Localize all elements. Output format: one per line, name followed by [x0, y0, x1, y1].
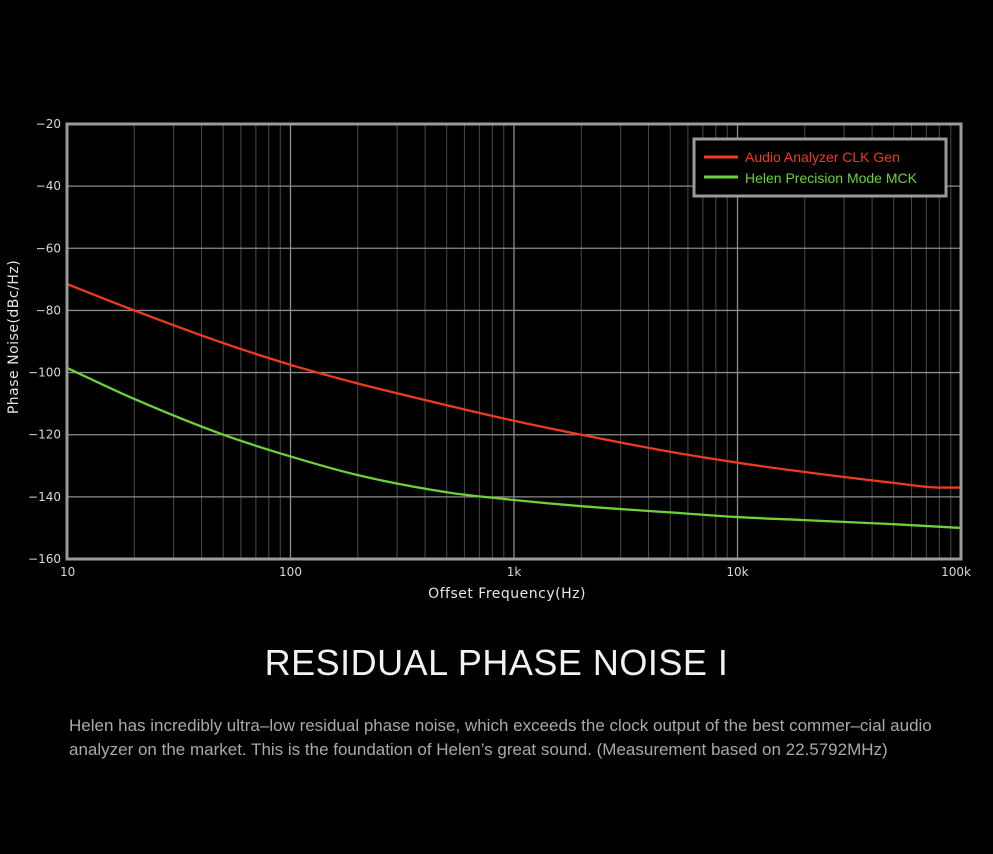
- x-tick-label: 1k: [507, 565, 522, 579]
- x-tick-label: 10: [60, 565, 75, 579]
- y-tick-label: −100: [28, 366, 61, 380]
- y-tick-label: −60: [36, 241, 61, 255]
- y-tick-label: −160: [28, 552, 61, 566]
- legend-box: [692, 137, 948, 198]
- y-tick-label: −40: [36, 179, 61, 193]
- axis-ticks: 10 100 1k 10k 100k −20 −40 −60 −80 −100 −120 −140 −1…: [28, 117, 971, 579]
- legend-label-audio-analyzer: Audio Analyzer CLK Gen: [745, 149, 900, 165]
- legend: Audio Analyzer CLK Gen Helen Precision M…: [692, 137, 948, 198]
- x-tick-label: 10k: [726, 565, 748, 579]
- data-series: [66, 282, 962, 530]
- y-axis-title: Phase Noise(dBc/Hz): [6, 260, 22, 414]
- series-line-helen-mck: [66, 366, 962, 530]
- description-text: Helen has incredibly ultra–low residual …: [69, 716, 932, 759]
- y-tick-label: −120: [28, 428, 61, 442]
- x-axis-title: Offset Frequency(Hz): [428, 586, 586, 602]
- y-tick-label: −140: [28, 490, 61, 504]
- section-title: RESIDUAL PHASE NOISE I: [264, 642, 729, 683]
- series-line-audio-analyzer: [66, 282, 961, 489]
- y-tick-label: −20: [36, 117, 61, 131]
- plot-frame: [65, 122, 963, 561]
- y-tick-label: −80: [36, 303, 61, 317]
- phase-noise-chart: 10 100 1k 10k 100k −20 −40 −60 −80 −100 −120 −140 −1…: [6, 117, 971, 602]
- x-tick-label: 100: [279, 565, 302, 579]
- x-tick-label: 100k: [941, 565, 971, 579]
- legend-label-helen-mck: Helen Precision Mode MCK: [745, 170, 918, 186]
